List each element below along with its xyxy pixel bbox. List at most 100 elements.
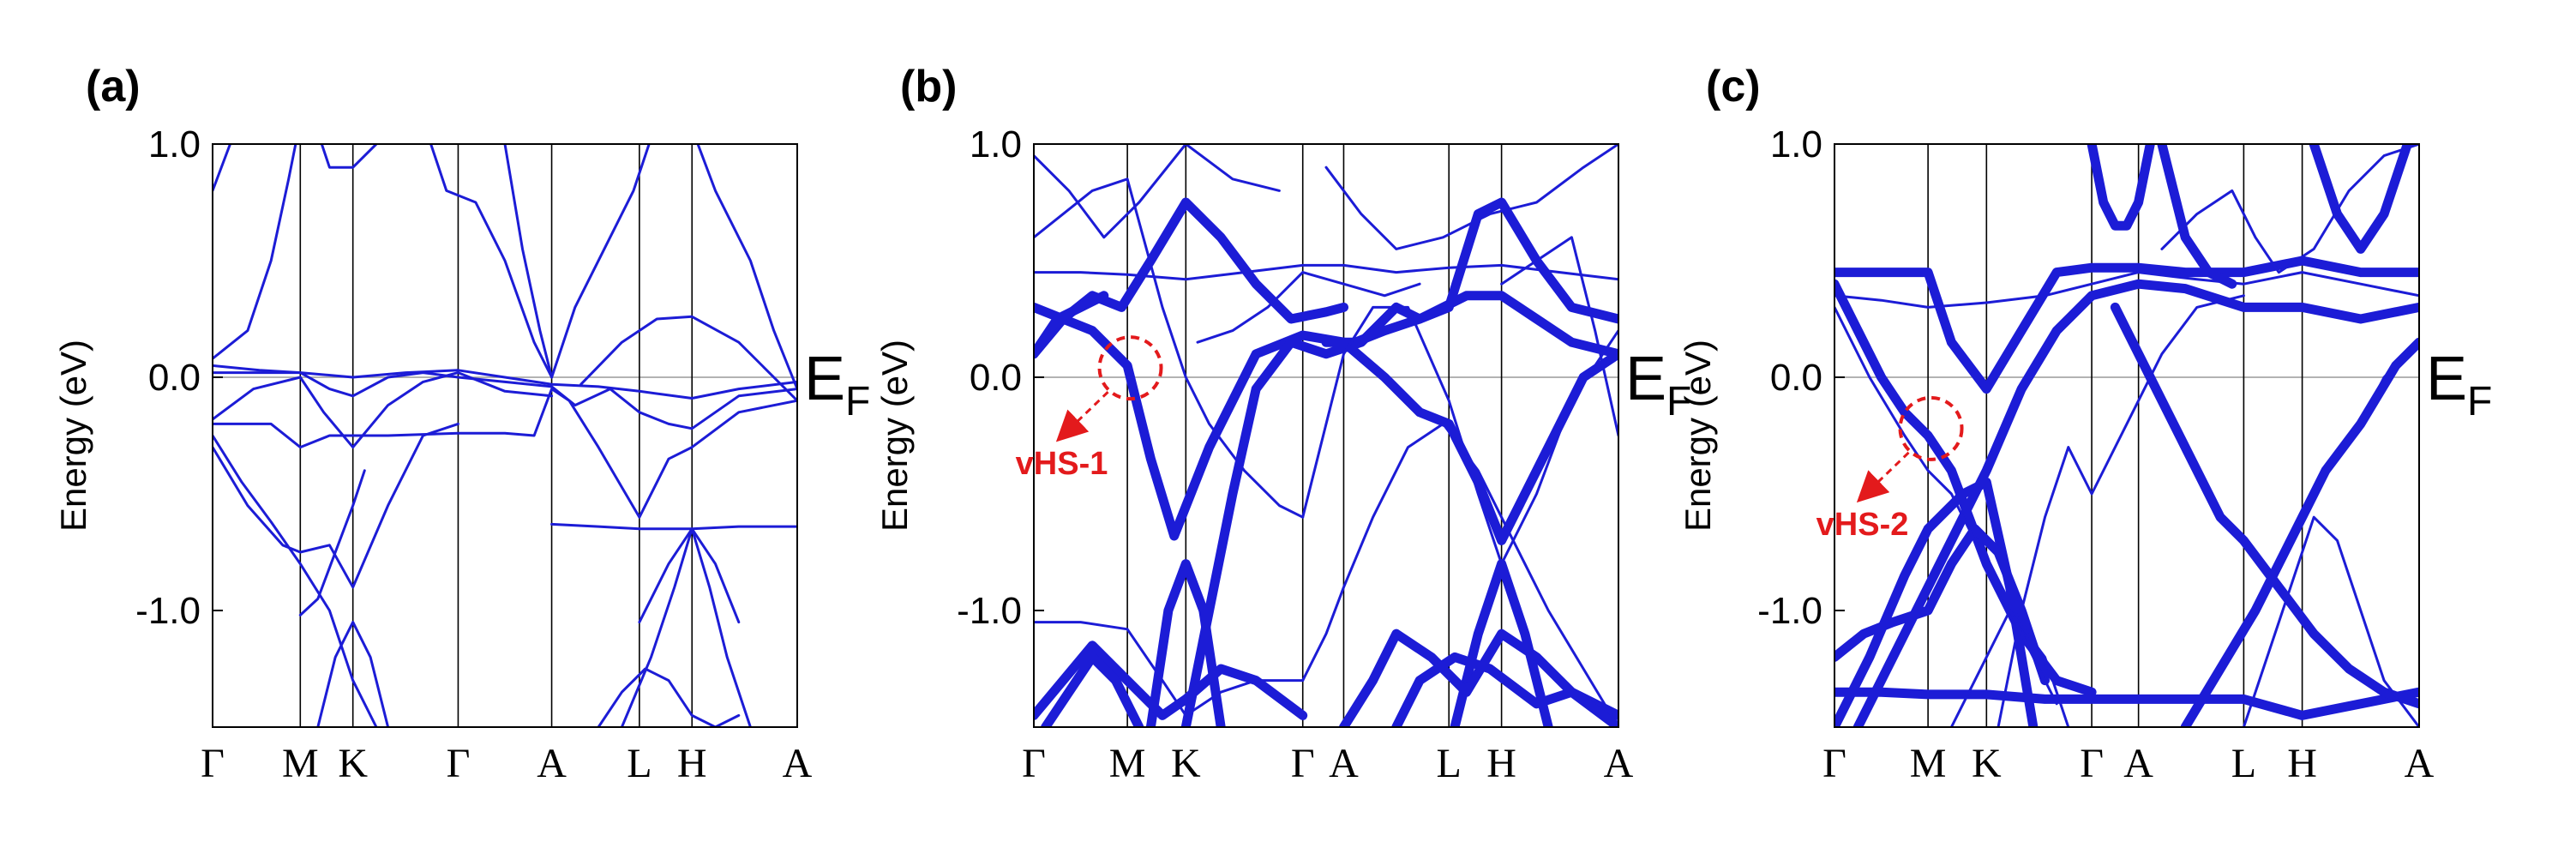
band-line-band-8 bbox=[316, 621, 390, 727]
band-line-band-11 bbox=[2157, 144, 2237, 289]
band-group bbox=[213, 144, 797, 727]
y-tick-label: 0.0 bbox=[970, 357, 1022, 399]
kpoint-label: L bbox=[627, 741, 652, 786]
band-line-band-8 bbox=[2087, 144, 2155, 231]
band-line-band-6 bbox=[213, 434, 378, 727]
kpoint-label: Γ bbox=[201, 741, 225, 786]
fermi-energy-label: E bbox=[2426, 345, 2467, 413]
vhs-label: vHS-1 bbox=[1016, 446, 1108, 482]
band-line-band-15 bbox=[2160, 144, 2419, 274]
kpoint-label: Γ bbox=[1022, 741, 1046, 786]
y-tick-label: 1.0 bbox=[970, 123, 1022, 165]
band-group bbox=[1834, 144, 2419, 727]
y-axis-label: Energy (eV) bbox=[874, 340, 915, 532]
panel-label: (b) bbox=[900, 62, 957, 111]
band-line-band-5 bbox=[213, 422, 459, 589]
band-line-band-6 bbox=[2110, 302, 2419, 709]
y-tick-label: 1.0 bbox=[1770, 123, 1822, 165]
panel-label: (a) bbox=[86, 62, 141, 111]
panel-label: (c) bbox=[1706, 62, 1761, 111]
band-group bbox=[1034, 144, 1618, 727]
kpoint-label: M bbox=[282, 741, 319, 786]
kpoint-label: M bbox=[1109, 741, 1146, 786]
vhs-arrow bbox=[1055, 391, 1109, 442]
y-axis-label: Energy (eV) bbox=[53, 340, 93, 532]
kpoint-label: A bbox=[1329, 741, 1359, 786]
band-line-band-9 bbox=[550, 522, 797, 531]
band-line-band-7 bbox=[1034, 641, 1308, 720]
band-line-band-5 bbox=[1834, 687, 2419, 720]
band-line-band-16 bbox=[1301, 422, 1618, 727]
vhs-marker-circle bbox=[1898, 395, 1964, 461]
plot-frame bbox=[212, 143, 798, 728]
kpoint-label: A bbox=[1604, 741, 1634, 786]
plot-frame bbox=[1834, 143, 2420, 728]
band-line-band-12 bbox=[1034, 263, 1618, 281]
band-line-band-11 bbox=[638, 527, 741, 624]
kpoint-label: H bbox=[677, 741, 707, 786]
kpoint-label: L bbox=[1437, 741, 1462, 786]
y-tick-label: 0.0 bbox=[1770, 357, 1822, 399]
panel-a: (a) Energy (eV) 1.0 0.0 -1.0 Γ M K Γ A L H A E F bbox=[53, 62, 870, 786]
band-line-band-18 bbox=[550, 144, 651, 379]
band-line-band-12 bbox=[1834, 271, 2419, 309]
band-line-band-15 bbox=[320, 144, 378, 169]
band-line-band-18 bbox=[2359, 340, 2419, 425]
band-line-band-10 bbox=[1834, 524, 2050, 686]
kpoint-label: K bbox=[1972, 741, 2002, 786]
band-line-band-16 bbox=[429, 144, 554, 379]
band-line-band-2 bbox=[213, 371, 797, 430]
fermi-energy-subscript: F bbox=[845, 379, 870, 424]
plot-frame bbox=[1033, 143, 1619, 728]
fermi-energy-label: E bbox=[804, 345, 845, 413]
fermi-energy-label: E bbox=[1625, 345, 1666, 413]
band-line-band-4 bbox=[213, 388, 797, 519]
kpoint-label: Γ bbox=[2080, 741, 2104, 786]
y-tick-label: -1.0 bbox=[135, 590, 201, 632]
band-line-band-13 bbox=[1034, 177, 1305, 519]
kpoint-label: H bbox=[2287, 741, 2317, 786]
band-line-band-5 bbox=[1145, 559, 1226, 727]
y-axis-label: Energy (eV) bbox=[1678, 340, 1718, 532]
band-line-band-17 bbox=[1949, 609, 2070, 727]
band-line-band-14 bbox=[1301, 305, 1618, 566]
band-line-band-4 bbox=[1321, 197, 1618, 347]
kpoint-label: A bbox=[783, 741, 813, 786]
band-line-band-10 bbox=[620, 527, 752, 727]
fermi-energy-subscript: F bbox=[1666, 379, 1691, 424]
band-line-band-17 bbox=[503, 144, 554, 379]
kpoint-label: K bbox=[1171, 741, 1201, 786]
band-line-band-9 bbox=[1034, 291, 1109, 359]
y-tick-label: 1.0 bbox=[148, 123, 201, 165]
y-tick-label: -1.0 bbox=[957, 590, 1022, 632]
band-line-band-18 bbox=[1324, 144, 1618, 250]
y-tick-label: -1.0 bbox=[1757, 590, 1822, 632]
fermi-energy-subscript: F bbox=[2467, 379, 2492, 424]
y-tick-label: 0.0 bbox=[148, 357, 201, 399]
band-line-band-13 bbox=[1997, 294, 2245, 727]
kpoint-label: H bbox=[1486, 741, 1516, 786]
band-line-band-13 bbox=[213, 144, 232, 192]
band-line-band-14 bbox=[1834, 305, 2058, 706]
band-line-band-10 bbox=[1391, 652, 1618, 727]
kpoint-label: M bbox=[1910, 741, 1947, 786]
band-line-band-7 bbox=[2180, 337, 2419, 727]
band-line-band-20 bbox=[597, 667, 741, 727]
kpoint-label: Γ bbox=[1822, 741, 1846, 786]
band-line-band-20 bbox=[1196, 271, 1421, 344]
kpoint-label: A bbox=[2123, 741, 2153, 786]
kpoint-label: Γ bbox=[447, 741, 471, 786]
vhs-marker-circle bbox=[1097, 335, 1163, 401]
kpoint-label: L bbox=[2231, 741, 2256, 786]
kpoint-label: A bbox=[2405, 741, 2435, 786]
band-line-band-19 bbox=[1500, 236, 1618, 437]
band-line-band-15 bbox=[1034, 621, 1305, 717]
band-line-band-11 bbox=[1041, 652, 1144, 727]
band-line-band-3 bbox=[1852, 279, 2419, 727]
band-line-band-12 bbox=[579, 315, 797, 402]
band-line-band-19 bbox=[696, 144, 797, 391]
band-line-band-7 bbox=[298, 469, 366, 616]
